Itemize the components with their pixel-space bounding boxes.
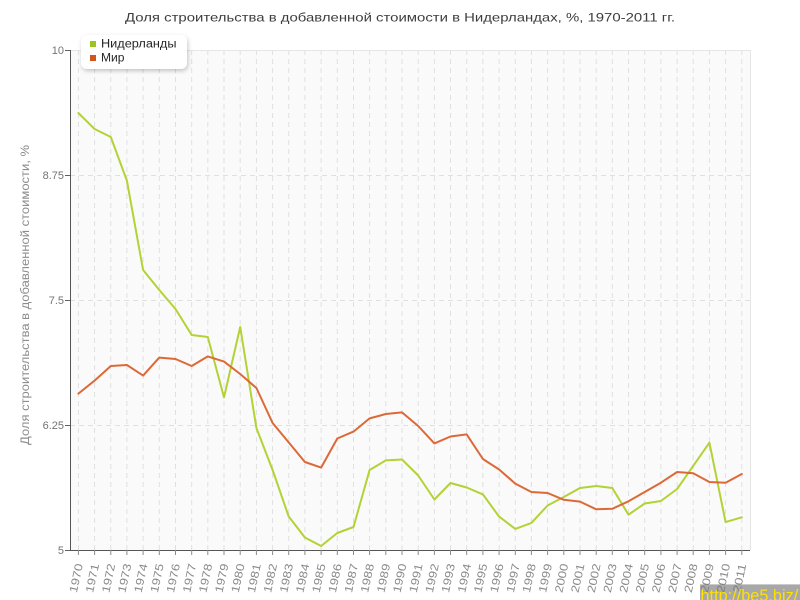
- svg-text:1985: 1985: [311, 563, 329, 594]
- svg-text:1973: 1973: [116, 563, 134, 594]
- svg-text:1992: 1992: [424, 563, 442, 594]
- svg-text:1976: 1976: [165, 563, 183, 594]
- svg-text:1990: 1990: [392, 563, 410, 594]
- svg-text:1982: 1982: [262, 563, 280, 594]
- svg-text:Доля строительства в добавленн: Доля строительства в добавленной стоимос…: [20, 145, 32, 445]
- svg-text:6.25: 6.25: [43, 420, 64, 432]
- svg-text:1994: 1994: [456, 563, 474, 594]
- svg-text:1980: 1980: [230, 563, 248, 594]
- svg-text:Нидерланды: Нидерланды: [101, 39, 177, 51]
- svg-text:1974: 1974: [133, 563, 151, 594]
- svg-text:2006: 2006: [650, 563, 668, 594]
- svg-text:1984: 1984: [294, 563, 312, 594]
- svg-text:1981: 1981: [246, 563, 264, 594]
- svg-text:1996: 1996: [489, 563, 507, 594]
- svg-text:5: 5: [58, 545, 64, 557]
- svg-text:1975: 1975: [149, 563, 167, 594]
- svg-text:2000: 2000: [553, 563, 571, 594]
- svg-text:Доля строительства в добавленн: Доля строительства в добавленной стоимос…: [125, 11, 675, 25]
- svg-text:1988: 1988: [359, 563, 377, 594]
- svg-text:1991: 1991: [408, 563, 426, 594]
- svg-text:1979: 1979: [214, 563, 232, 594]
- svg-text:2007: 2007: [667, 563, 685, 594]
- svg-text:1998: 1998: [521, 563, 539, 594]
- svg-text:1995: 1995: [472, 563, 490, 594]
- svg-text:8.75: 8.75: [43, 170, 64, 182]
- svg-text:1999: 1999: [537, 563, 555, 594]
- svg-text:1989: 1989: [375, 563, 393, 594]
- svg-text:1987: 1987: [343, 563, 361, 594]
- svg-text:1978: 1978: [197, 563, 215, 594]
- svg-text:2003: 2003: [602, 563, 620, 594]
- svg-text:1977: 1977: [181, 563, 199, 594]
- svg-text:Мир: Мир: [101, 53, 125, 65]
- svg-text:1986: 1986: [327, 563, 345, 594]
- svg-text:2001: 2001: [570, 563, 588, 594]
- svg-text:10: 10: [52, 45, 64, 57]
- svg-text:1993: 1993: [440, 563, 458, 594]
- svg-text:1972: 1972: [100, 563, 118, 594]
- svg-text:2005: 2005: [634, 563, 652, 594]
- svg-text:2002: 2002: [586, 563, 604, 594]
- svg-text:1970: 1970: [68, 563, 86, 594]
- svg-text:7.5: 7.5: [49, 295, 64, 307]
- svg-text:1983: 1983: [278, 563, 296, 594]
- svg-text:http://be5.biz/: http://be5.biz/: [701, 587, 799, 600]
- svg-text:2004: 2004: [618, 563, 636, 594]
- svg-text:2008: 2008: [683, 563, 701, 594]
- svg-text:1997: 1997: [505, 563, 523, 594]
- svg-text:1971: 1971: [84, 563, 102, 594]
